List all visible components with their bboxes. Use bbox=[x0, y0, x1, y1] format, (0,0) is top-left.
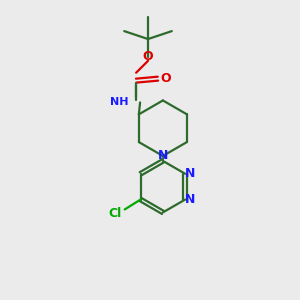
Text: O: O bbox=[160, 72, 171, 85]
Text: NH: NH bbox=[110, 98, 128, 107]
Text: Cl: Cl bbox=[108, 207, 122, 220]
Text: N: N bbox=[185, 167, 195, 180]
Text: N: N bbox=[185, 193, 195, 206]
Text: N: N bbox=[158, 149, 168, 162]
Text: O: O bbox=[143, 50, 153, 63]
